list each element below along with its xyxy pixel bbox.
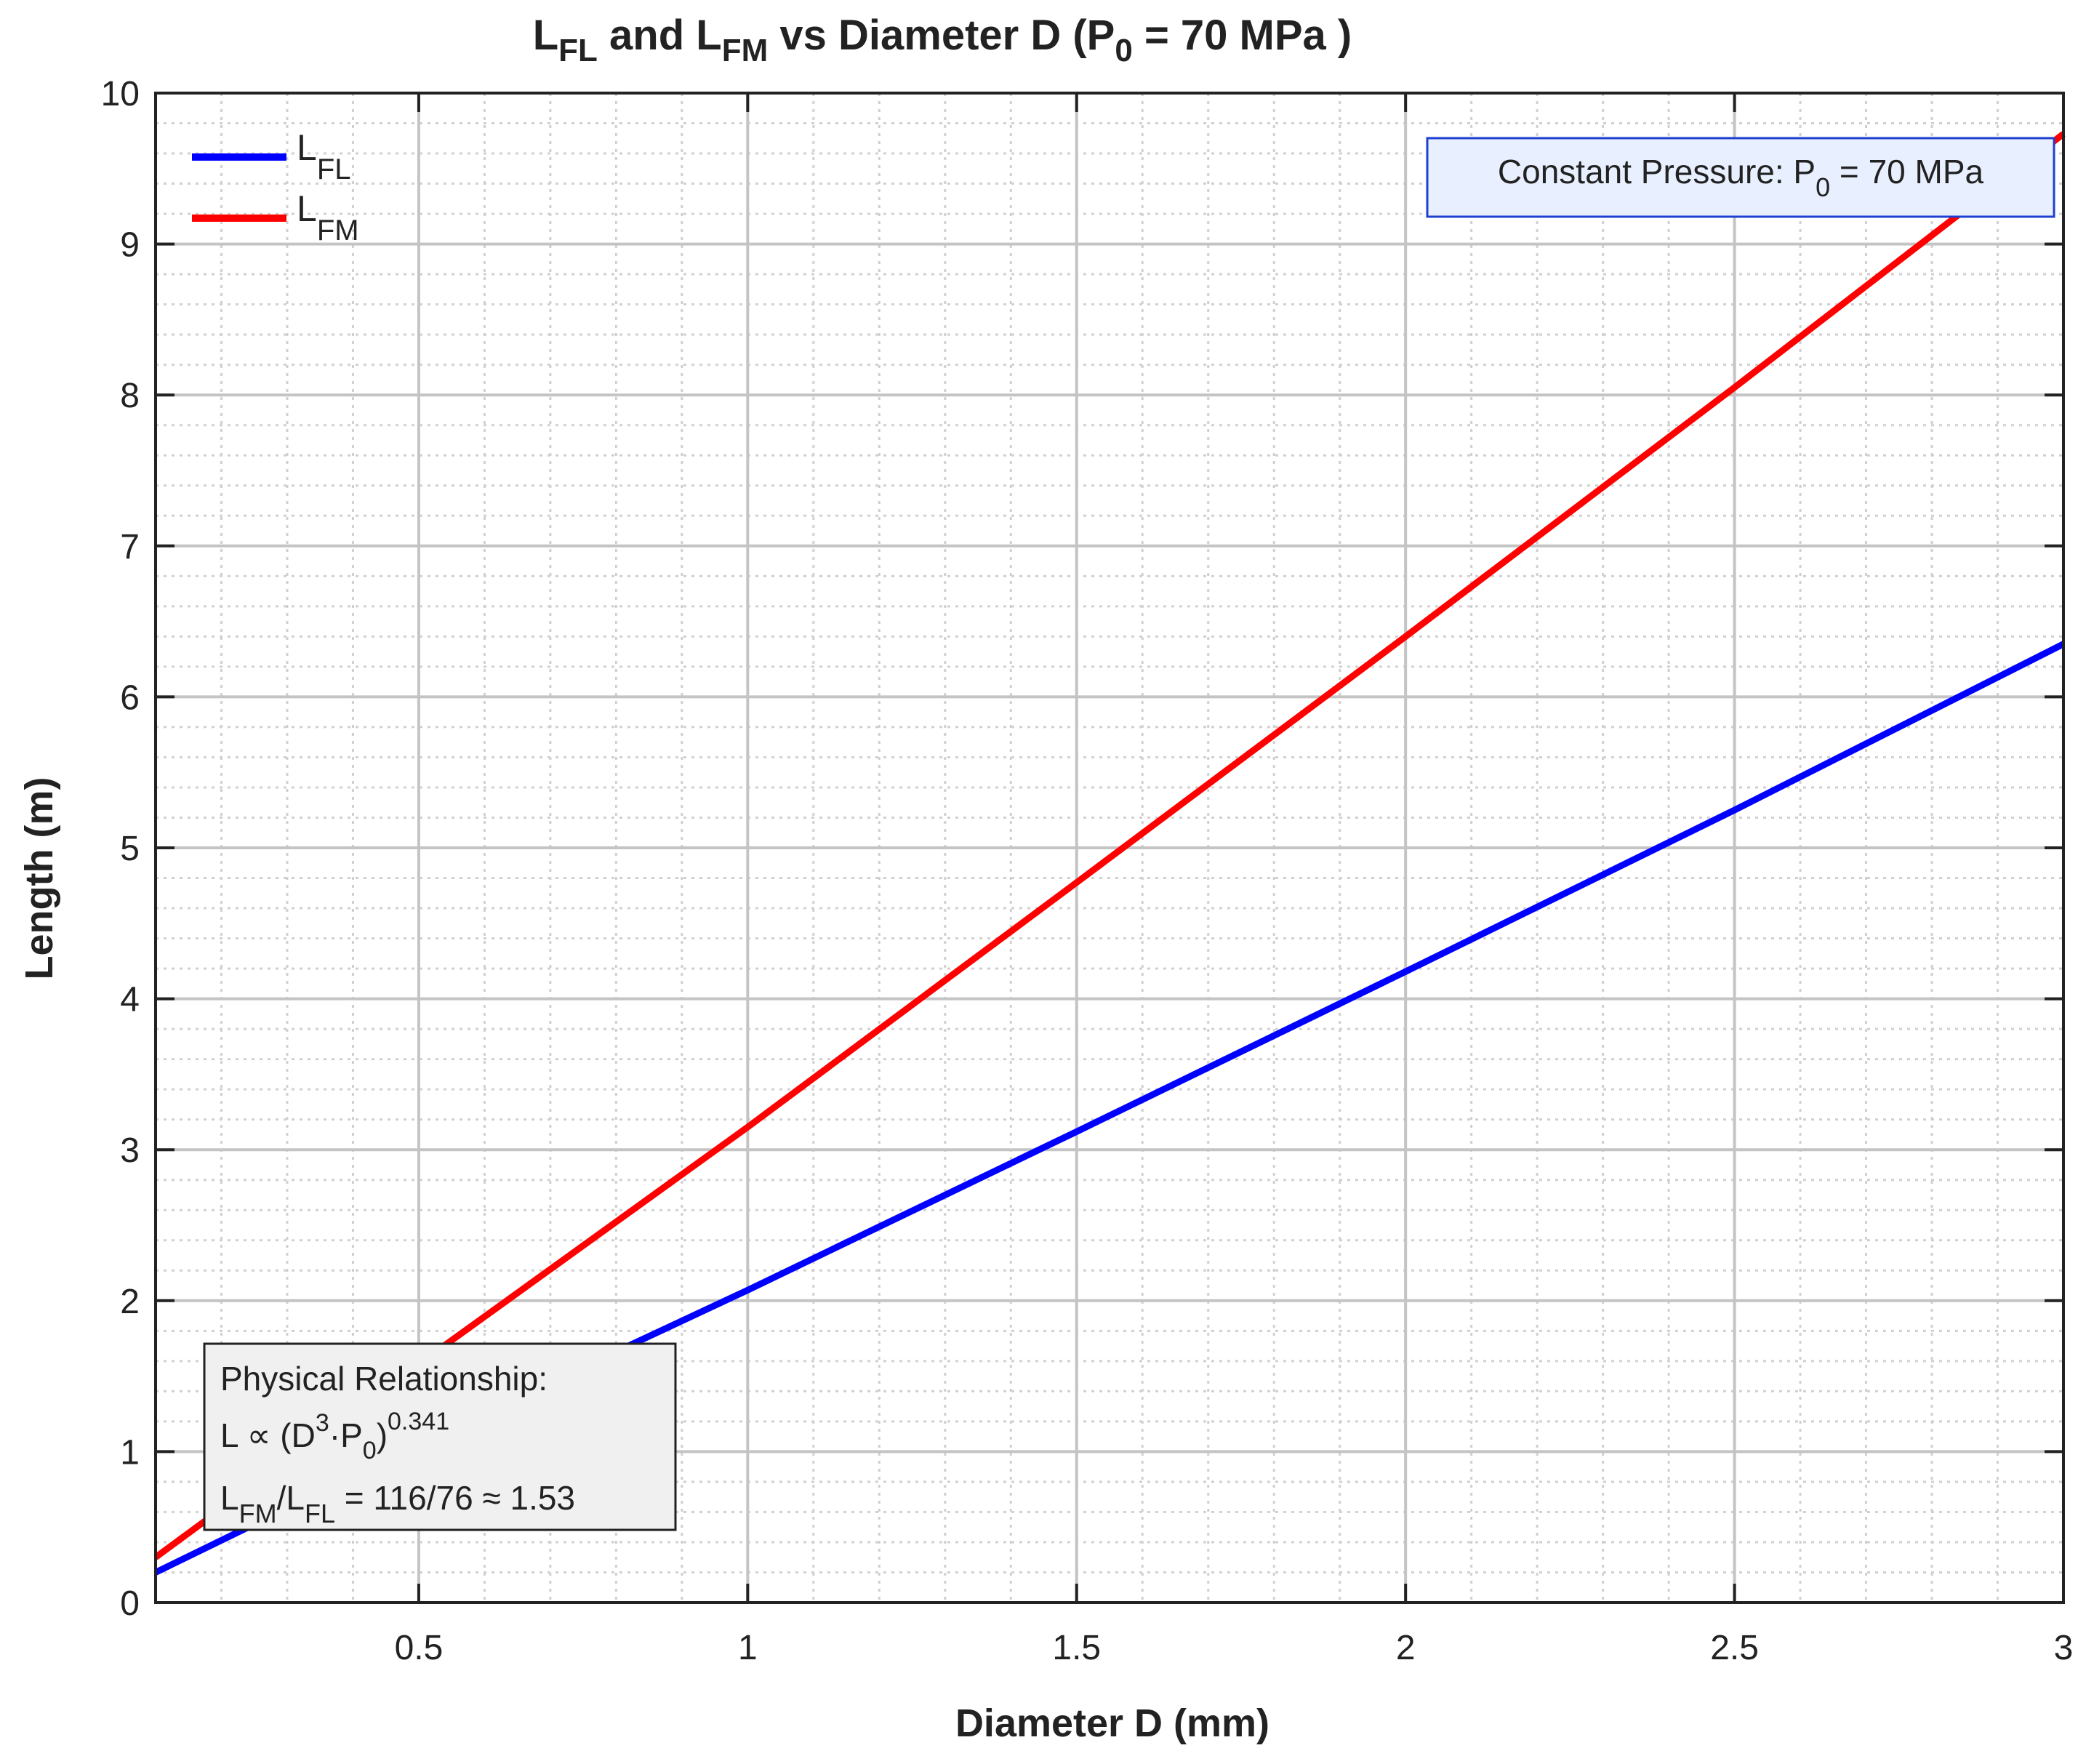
title-text-part: = 70 MPa ) [1133, 12, 1352, 59]
x-tick-label: 1 [738, 1629, 758, 1667]
x-tick-label: 3 [2054, 1629, 2074, 1667]
x-axis-title: Diameter D (mm) [955, 1701, 1269, 1745]
legend-label-subscript: FL [317, 153, 351, 185]
y-tick-label: 4 [120, 981, 140, 1019]
relationship-line2: L ∝ (D3·P0)0.341 [220, 1408, 449, 1464]
rel-line3-subscript2: FL [305, 1499, 335, 1528]
minor-grid [156, 93, 2063, 1603]
y-tick-label: 10 [101, 75, 140, 113]
legend-label-main: L [297, 127, 317, 168]
rel-line2-prefix: L ∝ (D [220, 1416, 316, 1454]
title-subscript: FL [558, 33, 598, 68]
x-tick-labels: 0.5 1 1.5 2 2.5 3 [395, 1629, 2074, 1667]
relationship-annotation-box: Physical Relationship: L ∝ (D3·P0)0.341 … [203, 1342, 677, 1531]
title-subscript: FM [722, 33, 769, 68]
rel-line3-subscript1: FM [239, 1499, 277, 1528]
pressure-subscript: 0 [1816, 172, 1830, 202]
tick-marks [156, 92, 2065, 1604]
pressure-text-after: = 70 MPa [1830, 153, 1983, 191]
y-tick-label: 3 [120, 1131, 140, 1170]
chart-title: LFL​ and LFM​ vs Diameter D (P0​ = 70 MP… [533, 12, 1352, 68]
rel-line3-a: L [220, 1479, 239, 1517]
pressure-annotation-text: Constant Pressure: P0 = 70 MPa [1498, 153, 1984, 202]
y-tick-label: 7 [120, 528, 140, 566]
rel-line3-b: /L [277, 1479, 305, 1517]
rel-line2-mid: ·P [329, 1416, 363, 1454]
y-tick-label: 2 [120, 1283, 140, 1321]
title-subscript: 0 [1115, 33, 1132, 68]
x-tick-label: 2.5 [1710, 1629, 1759, 1667]
legend-label-main: L [297, 188, 317, 229]
y-tick-labels: 0 1 2 3 4 5 6 7 8 9 10 [101, 75, 140, 1623]
legend-label-fl: LFL [297, 127, 351, 185]
rel-line2-exponent: 0.341 [388, 1408, 449, 1435]
relationship-line3: LFM/LFL = 116/76 ≈ 1.53 [220, 1479, 575, 1528]
legend-label-fm: LFM [297, 188, 359, 246]
rel-line2-close: ) [377, 1416, 388, 1454]
y-tick-label: 5 [120, 830, 140, 868]
legend-label-subscript: FM [317, 215, 359, 246]
pressure-annotation-box: Constant Pressure: P0 = 70 MPa [1426, 137, 2055, 218]
y-tick-label: 6 [120, 678, 140, 717]
x-tick-label: 2 [1396, 1629, 1416, 1667]
rel-line2-superscript: 3 [316, 1409, 329, 1437]
relationship-line1: Physical Relationship: [220, 1360, 547, 1398]
x-tick-label: 0.5 [395, 1629, 444, 1667]
pressure-text-main: Constant Pressure: P [1498, 153, 1816, 191]
y-tick-label: 9 [120, 226, 140, 265]
title-text-part: vs Diameter D (P [768, 12, 1115, 59]
title-text-part: L [533, 12, 558, 59]
x-tick-label: 1.5 [1052, 1629, 1101, 1667]
y-axis-title: Length (m) [17, 777, 61, 980]
rel-line2-subscript: 0 [363, 1437, 377, 1464]
title-text-part: and L [598, 12, 722, 59]
y-tick-label: 0 [120, 1584, 140, 1623]
y-tick-label: 8 [120, 377, 140, 415]
rel-line3-c: = 116/76 ≈ 1.53 [335, 1479, 575, 1517]
y-tick-label: 1 [120, 1433, 140, 1472]
